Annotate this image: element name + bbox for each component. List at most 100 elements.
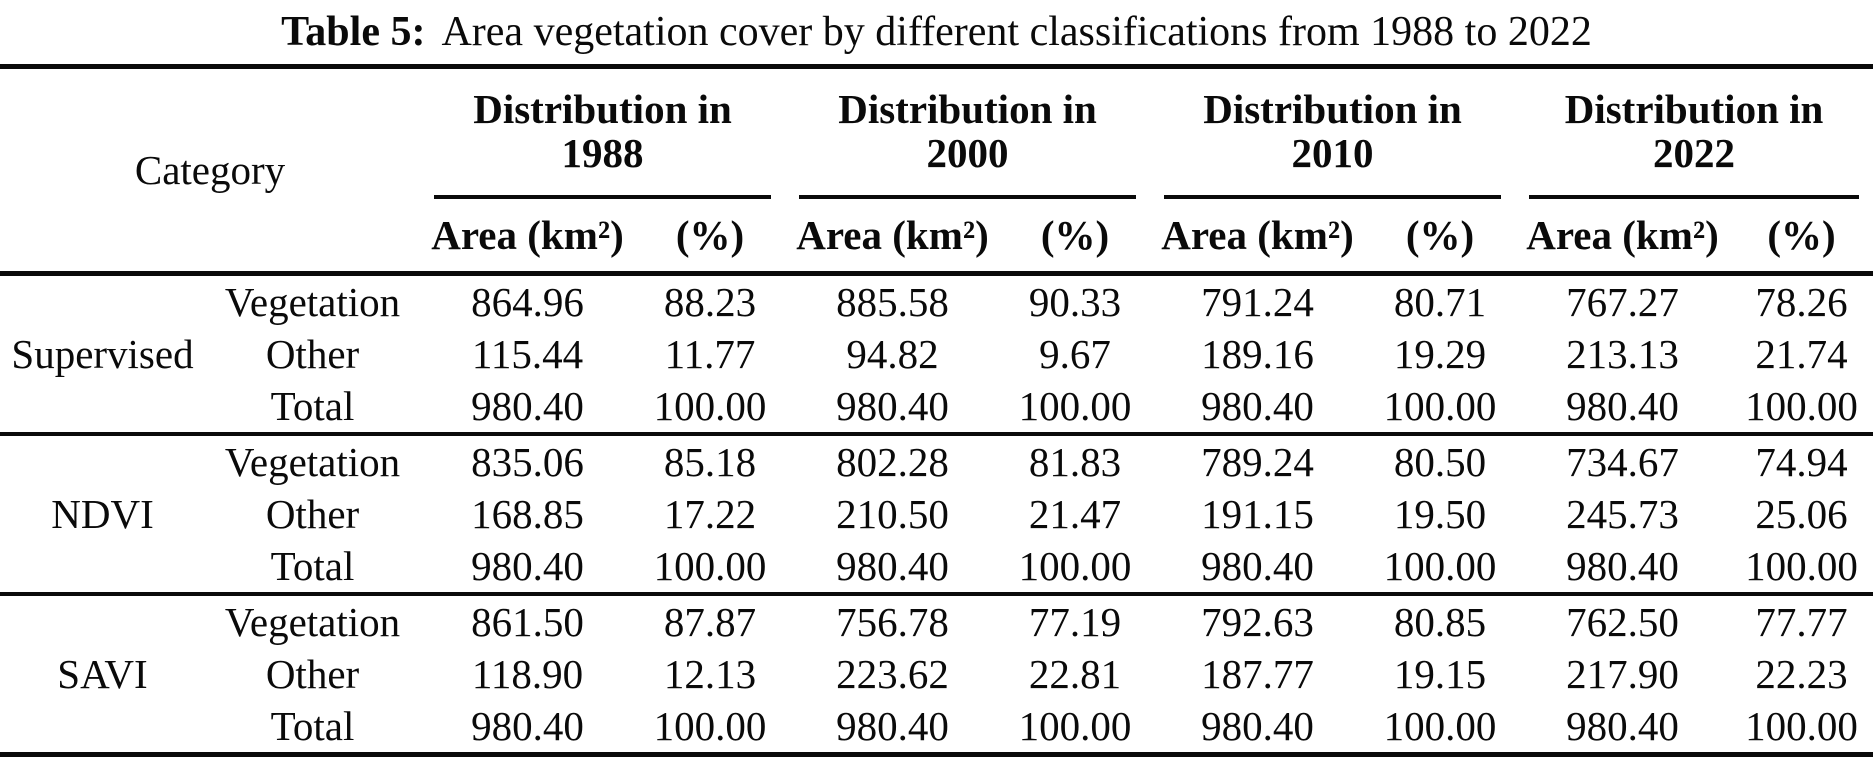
column-rule-row <box>0 195 1873 199</box>
value-cell: 792.63 <box>1150 592 1366 648</box>
value-cell: 191.15 <box>1201 491 1314 537</box>
table-row: Other 118.90 12.13 223.62 22.81 187.77 19.15 21… <box>0 648 1873 700</box>
value-cell: 100.00 <box>1018 543 1132 589</box>
value-cell: 77.77 <box>1730 592 1873 648</box>
value-cell: 115.44 <box>471 331 584 377</box>
value-cell: 980.40 <box>471 543 584 589</box>
value-cell: 100.00 <box>653 383 767 429</box>
value-cell: 980.40 <box>1201 703 1314 749</box>
value-cell: 980.40 <box>1201 543 1314 589</box>
value-cell: 217.90 <box>1566 651 1679 697</box>
value-cell: 245.73 <box>1566 491 1679 537</box>
subheader-pct-1988: (%) <box>635 199 786 276</box>
value-cell: 802.28 <box>785 432 1001 488</box>
value-cell: 22.23 <box>1755 651 1848 697</box>
caption-text: Area vegetation cover by different class… <box>441 9 1592 55</box>
row-label-other: Other <box>265 491 360 537</box>
group-header-2010: Distribution in 2010 <box>1150 67 1515 196</box>
group-header-2022: Distribution in 2022 <box>1515 67 1873 196</box>
row-label-total: Total <box>270 543 355 589</box>
value-cell: 885.58 <box>836 279 949 325</box>
row-label-other: Other <box>265 331 360 377</box>
value-cell: 980.40 <box>1566 543 1679 589</box>
value-cell: 187.77 <box>1201 651 1314 697</box>
value-cell: 12.13 <box>663 651 757 697</box>
value-cell: 864.96 <box>471 279 584 325</box>
caption-label: Table 5: <box>281 9 426 55</box>
value-cell: 980.40 <box>471 703 584 749</box>
table-row: SAVI Vegetation 861.50 87.87 756.78 77.19 792.… <box>0 592 1873 755</box>
column-rule-2010 <box>1164 195 1502 199</box>
group-header-row: Category Distribution in 1988 Distributi… <box>0 66 1873 276</box>
subheader-area-2000: Area (km²) <box>785 199 1001 276</box>
value-cell: 17.22 <box>663 491 757 537</box>
value-cell: 980.40 <box>1201 383 1314 429</box>
value-cell: 100.00 <box>1018 383 1132 429</box>
value-cell: 11.77 <box>664 331 756 377</box>
value-cell: 980.40 <box>836 703 949 749</box>
value-cell: 22.81 <box>1028 651 1122 697</box>
value-cell: 87.87 <box>635 592 786 648</box>
section-label-ndvi: NDVI <box>0 432 205 594</box>
value-cell: 94.82 <box>846 331 939 377</box>
value-cell: 80.85 <box>1365 592 1516 648</box>
value-cell: 100.00 <box>1383 543 1497 589</box>
category-header: Category <box>0 66 421 276</box>
value-cell: 767.27 <box>1566 279 1679 325</box>
value-cell: 223.62 <box>836 651 949 697</box>
group-header-2010-label: Distribution in 2010 <box>1203 86 1462 177</box>
value-cell: 78.26 <box>1755 279 1848 325</box>
value-cell: 213.13 <box>1566 331 1679 377</box>
value-cell: 21.74 <box>1755 331 1848 377</box>
value-cell: 980.40 <box>836 543 949 589</box>
table-body: Supervised Vegetation 864.96 88.23 885.58 90.… <box>0 274 1873 755</box>
row-label-total: Total <box>270 703 355 749</box>
value-cell: 81.83 <box>1000 432 1151 488</box>
group-header-2000: Distribution in 2000 <box>785 67 1150 196</box>
value-cell: 118.90 <box>471 651 584 697</box>
subheader-area-2010: Area (km²) <box>1150 199 1366 276</box>
table-header: Category Distribution in 1988 Distributi… <box>0 66 1873 276</box>
section-label-savi: SAVI <box>0 592 205 755</box>
column-rule-2000 <box>799 195 1137 199</box>
value-cell: 762.50 <box>1515 592 1731 648</box>
value-cell: 980.40 <box>1566 703 1679 749</box>
value-cell: 85.18 <box>635 432 786 488</box>
value-cell: 100.00 <box>653 703 767 749</box>
value-cell: 210.50 <box>836 491 949 537</box>
value-cell: 80.71 <box>1393 279 1487 325</box>
value-cell: 100.00 <box>1383 703 1497 749</box>
subheader-pct-2010: (%) <box>1365 199 1516 276</box>
value-cell: 25.06 <box>1755 491 1848 537</box>
group-header-2022-label: Distribution in 2022 <box>1564 86 1824 177</box>
row-label-vegetation: Vegetation <box>205 592 421 648</box>
row-label-total: Total <box>270 383 355 429</box>
value-cell: 980.40 <box>471 383 584 429</box>
value-cell: 168.85 <box>471 491 584 537</box>
value-cell: 21.47 <box>1028 491 1122 537</box>
column-rule-2022 <box>1529 195 1860 199</box>
row-label-other: Other <box>265 651 360 697</box>
subheader-area-2022: Area (km²) <box>1515 199 1731 276</box>
section-label-supervised: Supervised <box>11 331 194 377</box>
value-cell: 835.06 <box>420 432 636 488</box>
value-cell: 756.78 <box>785 592 1001 648</box>
table-row: Supervised Vegetation 864.96 88.23 885.58 90.… <box>0 274 1873 377</box>
value-cell: 19.15 <box>1393 651 1487 697</box>
table-row: Total 980.40 100.00 980.40 100.00 980.40 100.0… <box>0 380 1873 434</box>
row-label-vegetation: Vegetation <box>205 432 421 488</box>
group-header-1988: Distribution in 1988 <box>420 67 785 196</box>
value-cell: 100.00 <box>1745 703 1858 749</box>
row-label-vegetation: Vegetation <box>224 279 401 325</box>
value-cell: 19.29 <box>1393 331 1487 377</box>
value-cell: 100.00 <box>653 543 767 589</box>
vegetation-cover-table: Category Distribution in 1988 Distributi… <box>0 64 1873 757</box>
table-row: Other 115.44 11.77 94.82 9.67 189.16 19.29 213.… <box>0 328 1873 380</box>
value-cell: 100.00 <box>1383 383 1497 429</box>
value-cell: 88.23 <box>663 279 757 325</box>
value-cell: 100.00 <box>1018 703 1132 749</box>
table-figure: Table 5: Area vegetation cover by differe… <box>0 4 1873 757</box>
table-row: Total 980.40 100.00 980.40 100.00 980.40 100.0… <box>0 700 1873 755</box>
value-cell: 734.67 <box>1515 432 1731 488</box>
value-cell: 189.16 <box>1201 331 1314 377</box>
